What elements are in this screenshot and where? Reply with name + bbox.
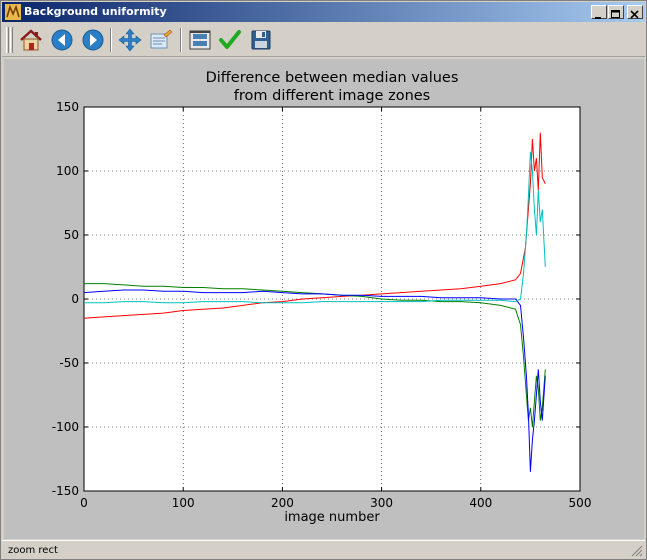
close-button[interactable] — [627, 5, 643, 19]
app-icon — [5, 4, 21, 20]
zoom-rect-icon[interactable] — [148, 27, 174, 53]
x-tick-label: 300 — [370, 496, 393, 510]
toolbar-separator — [110, 28, 112, 52]
y-tick-label: 100 — [56, 164, 79, 178]
back-arrow-icon[interactable] — [49, 27, 75, 53]
y-tick-label: -150 — [52, 484, 79, 498]
x-tick-label: 500 — [569, 496, 592, 510]
y-tick-label: -100 — [52, 420, 79, 434]
toolbar-grip[interactable] — [6, 27, 9, 53]
y-tick-label: 50 — [64, 228, 79, 242]
series-line-4 — [84, 151, 546, 304]
chart-title-line-2: from different image zones — [234, 88, 430, 104]
minimize-button[interactable] — [591, 5, 607, 19]
chart-title-line-1: Difference between median values — [206, 70, 459, 86]
figure-canvas[interactable]: Difference between median values from di… — [4, 59, 644, 539]
status-message: zoom rect — [8, 545, 58, 556]
y-tick-label: 0 — [71, 292, 79, 306]
move-arrows-icon[interactable] — [117, 27, 143, 53]
toolbar-separator — [180, 28, 182, 52]
x-tick-label: 200 — [271, 496, 294, 510]
x-tick-label: 0 — [80, 496, 88, 510]
subplots-icon[interactable] — [187, 27, 213, 53]
series-line-3 — [83, 289, 546, 472]
title-bar[interactable]: Background uniformity — [2, 2, 645, 22]
maximize-button[interactable] — [608, 5, 624, 19]
x-tick-label: 100 — [172, 496, 195, 510]
floppy-disk-icon[interactable] — [248, 27, 274, 53]
close-icon — [630, 10, 639, 19]
navigation-toolbar — [2, 23, 645, 57]
series-line-2 — [84, 283, 546, 428]
resize-grip-icon[interactable] — [629, 543, 643, 557]
forward-arrow-icon[interactable] — [80, 27, 106, 53]
checkmark-icon[interactable] — [217, 27, 243, 53]
series-line-1 — [83, 132, 546, 319]
toolbar-grip[interactable] — [10, 27, 13, 53]
y-tick-label: -50 — [59, 356, 79, 370]
line-chart[interactable]: Difference between median values from di… — [4, 59, 644, 539]
window-title: Background uniformity — [24, 5, 167, 18]
home-icon[interactable] — [18, 27, 44, 53]
minimize-icon — [595, 17, 601, 19]
x-tick-label: 400 — [469, 496, 492, 510]
maximize-icon — [611, 10, 620, 18]
status-bar: zoom rect — [2, 540, 645, 559]
x-axis-label: image number — [284, 510, 380, 525]
y-tick-label: 150 — [56, 100, 79, 114]
